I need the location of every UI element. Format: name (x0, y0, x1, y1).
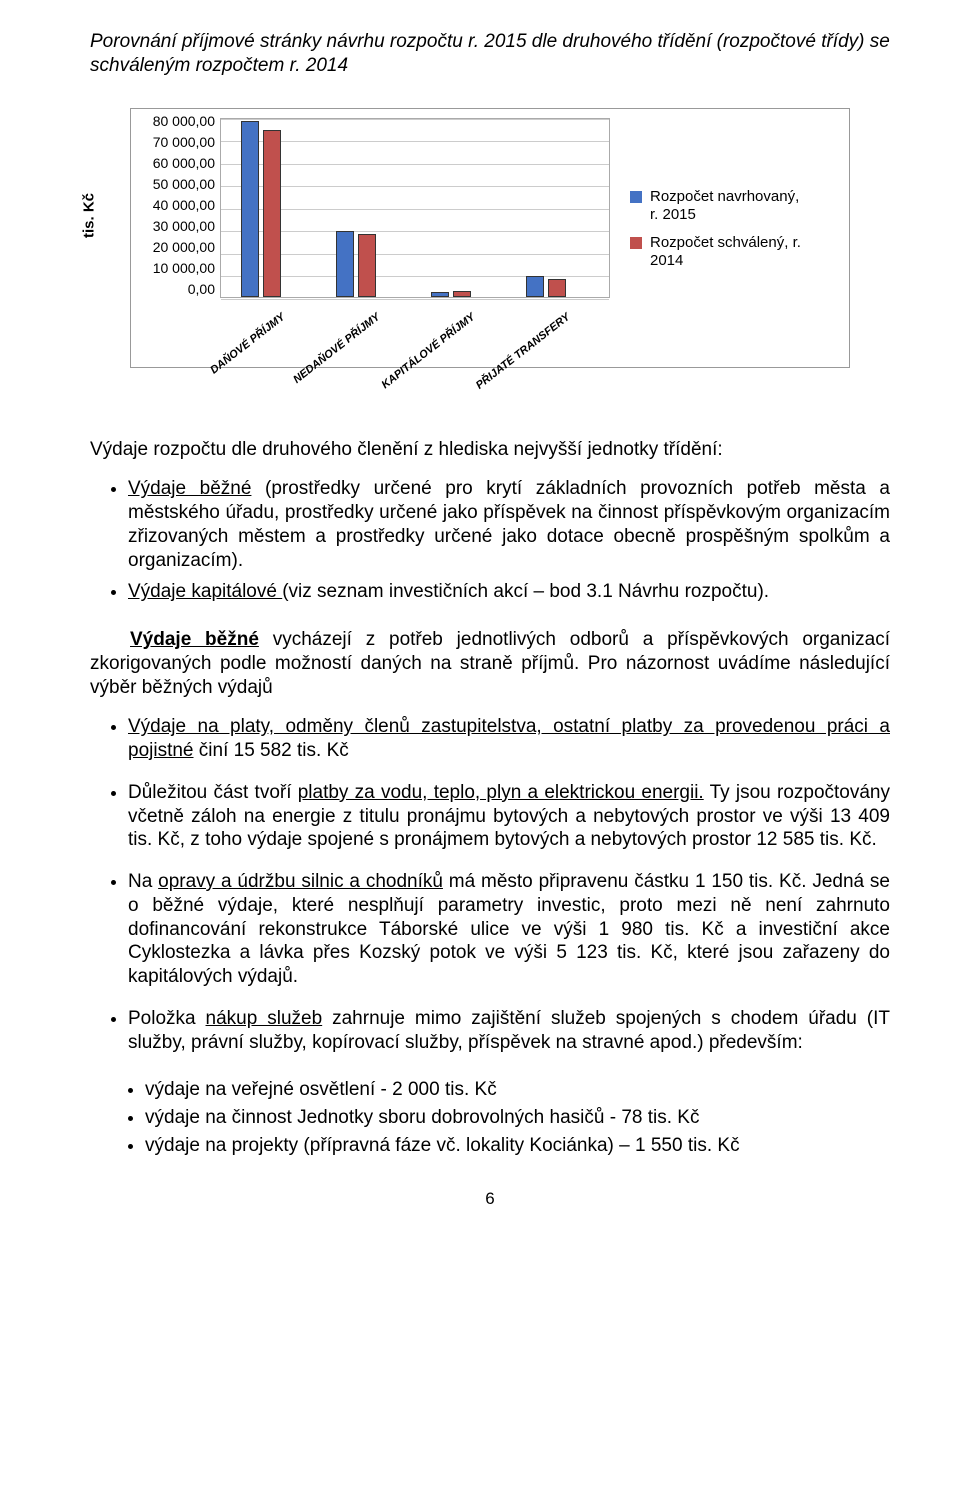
list-item: Důležitou část tvoří platby za vodu, tep… (128, 781, 890, 852)
expense-types-list: Výdaje běžné (prostředky určené pro kryt… (90, 477, 890, 604)
bar (431, 292, 449, 297)
y-tick: 20 000,00 (145, 239, 215, 260)
list-item: Na opravy a údržbu silnic a chodníků má … (128, 870, 890, 989)
list-item: výdaje na činnost Jednotky sboru dobrovo… (145, 1106, 890, 1130)
legend-swatch-icon (630, 237, 642, 249)
x-tick-label: KAPITÁLOVÉ PŘÍJMY (375, 311, 478, 396)
bar (358, 234, 376, 297)
income-comparison-chart: tis. Kč 80 000,00 70 000,00 60 000,00 50… (90, 108, 870, 398)
y-tick: 30 000,00 (145, 218, 215, 239)
y-tick: 10 000,00 (145, 260, 215, 281)
x-tick-label: NEDAŇOVÉ PŘÍJMY (280, 311, 383, 396)
vydaje-bezne-paragraph: Výdaje běžné vycházejí z potřeb jednotli… (90, 628, 890, 699)
list-item: výdaje na veřejné osvětlení - 2 000 tis.… (145, 1078, 890, 1102)
bar (548, 279, 566, 297)
y-axis-label: tis. Kč (81, 192, 100, 237)
legend-label: Rozpočet navrhovaný, r. 2015 (650, 188, 810, 224)
section-intro: Výdaje rozpočtu dle druhového členění z … (90, 438, 890, 462)
y-tick: 60 000,00 (145, 155, 215, 176)
list-item: Výdaje na platy, odměny členů zastupitel… (128, 715, 890, 763)
legend-item: Rozpočet schválený, r. 2014 (630, 234, 810, 270)
chart-plot-area (220, 118, 610, 298)
expense-details-list: Výdaje na platy, odměny členů zastupitel… (90, 715, 890, 1054)
y-tick: 40 000,00 (145, 197, 215, 218)
legend-label: Rozpočet schválený, r. 2014 (650, 234, 810, 270)
bar (336, 231, 354, 296)
page-title: Porovnání příjmové stránky návrhu rozpoč… (90, 30, 890, 78)
bar (263, 130, 281, 297)
page-number: 6 (90, 1188, 890, 1209)
x-axis-labels: DAŇOVÉ PŘÍJMYNEDAŇOVÉ PŘÍJMYKAPITÁLOVÉ P… (220, 303, 610, 363)
bar (453, 291, 471, 297)
legend-item: Rozpočet navrhovaný, r. 2015 (630, 188, 810, 224)
list-item: Výdaje běžné (prostředky určené pro kryt… (128, 477, 890, 572)
bar (526, 276, 544, 296)
y-tick: 0,00 (145, 281, 215, 302)
y-tick: 50 000,00 (145, 176, 215, 197)
y-tick: 70 000,00 (145, 134, 215, 155)
list-item: Výdaje kapitálové (viz seznam investiční… (128, 580, 890, 604)
service-items-list: výdaje na veřejné osvětlení - 2 000 tis.… (90, 1078, 890, 1157)
para-lead: Výdaje běžné (130, 629, 259, 650)
x-tick-label: PŘIJATÉ TRANSFERY (470, 311, 573, 396)
list-item: Položka nákup služeb zahrnuje mimo zajiš… (128, 1007, 890, 1055)
list-item: výdaje na projekty (přípravná fáze vč. l… (145, 1134, 890, 1158)
legend-swatch-icon (630, 191, 642, 203)
bar (241, 121, 259, 297)
chart-legend: Rozpočet navrhovaný, r. 2015 Rozpočet sc… (630, 188, 810, 280)
y-axis-ticks: 80 000,00 70 000,00 60 000,00 50 000,00 … (145, 113, 215, 302)
y-tick: 80 000,00 (145, 113, 215, 134)
